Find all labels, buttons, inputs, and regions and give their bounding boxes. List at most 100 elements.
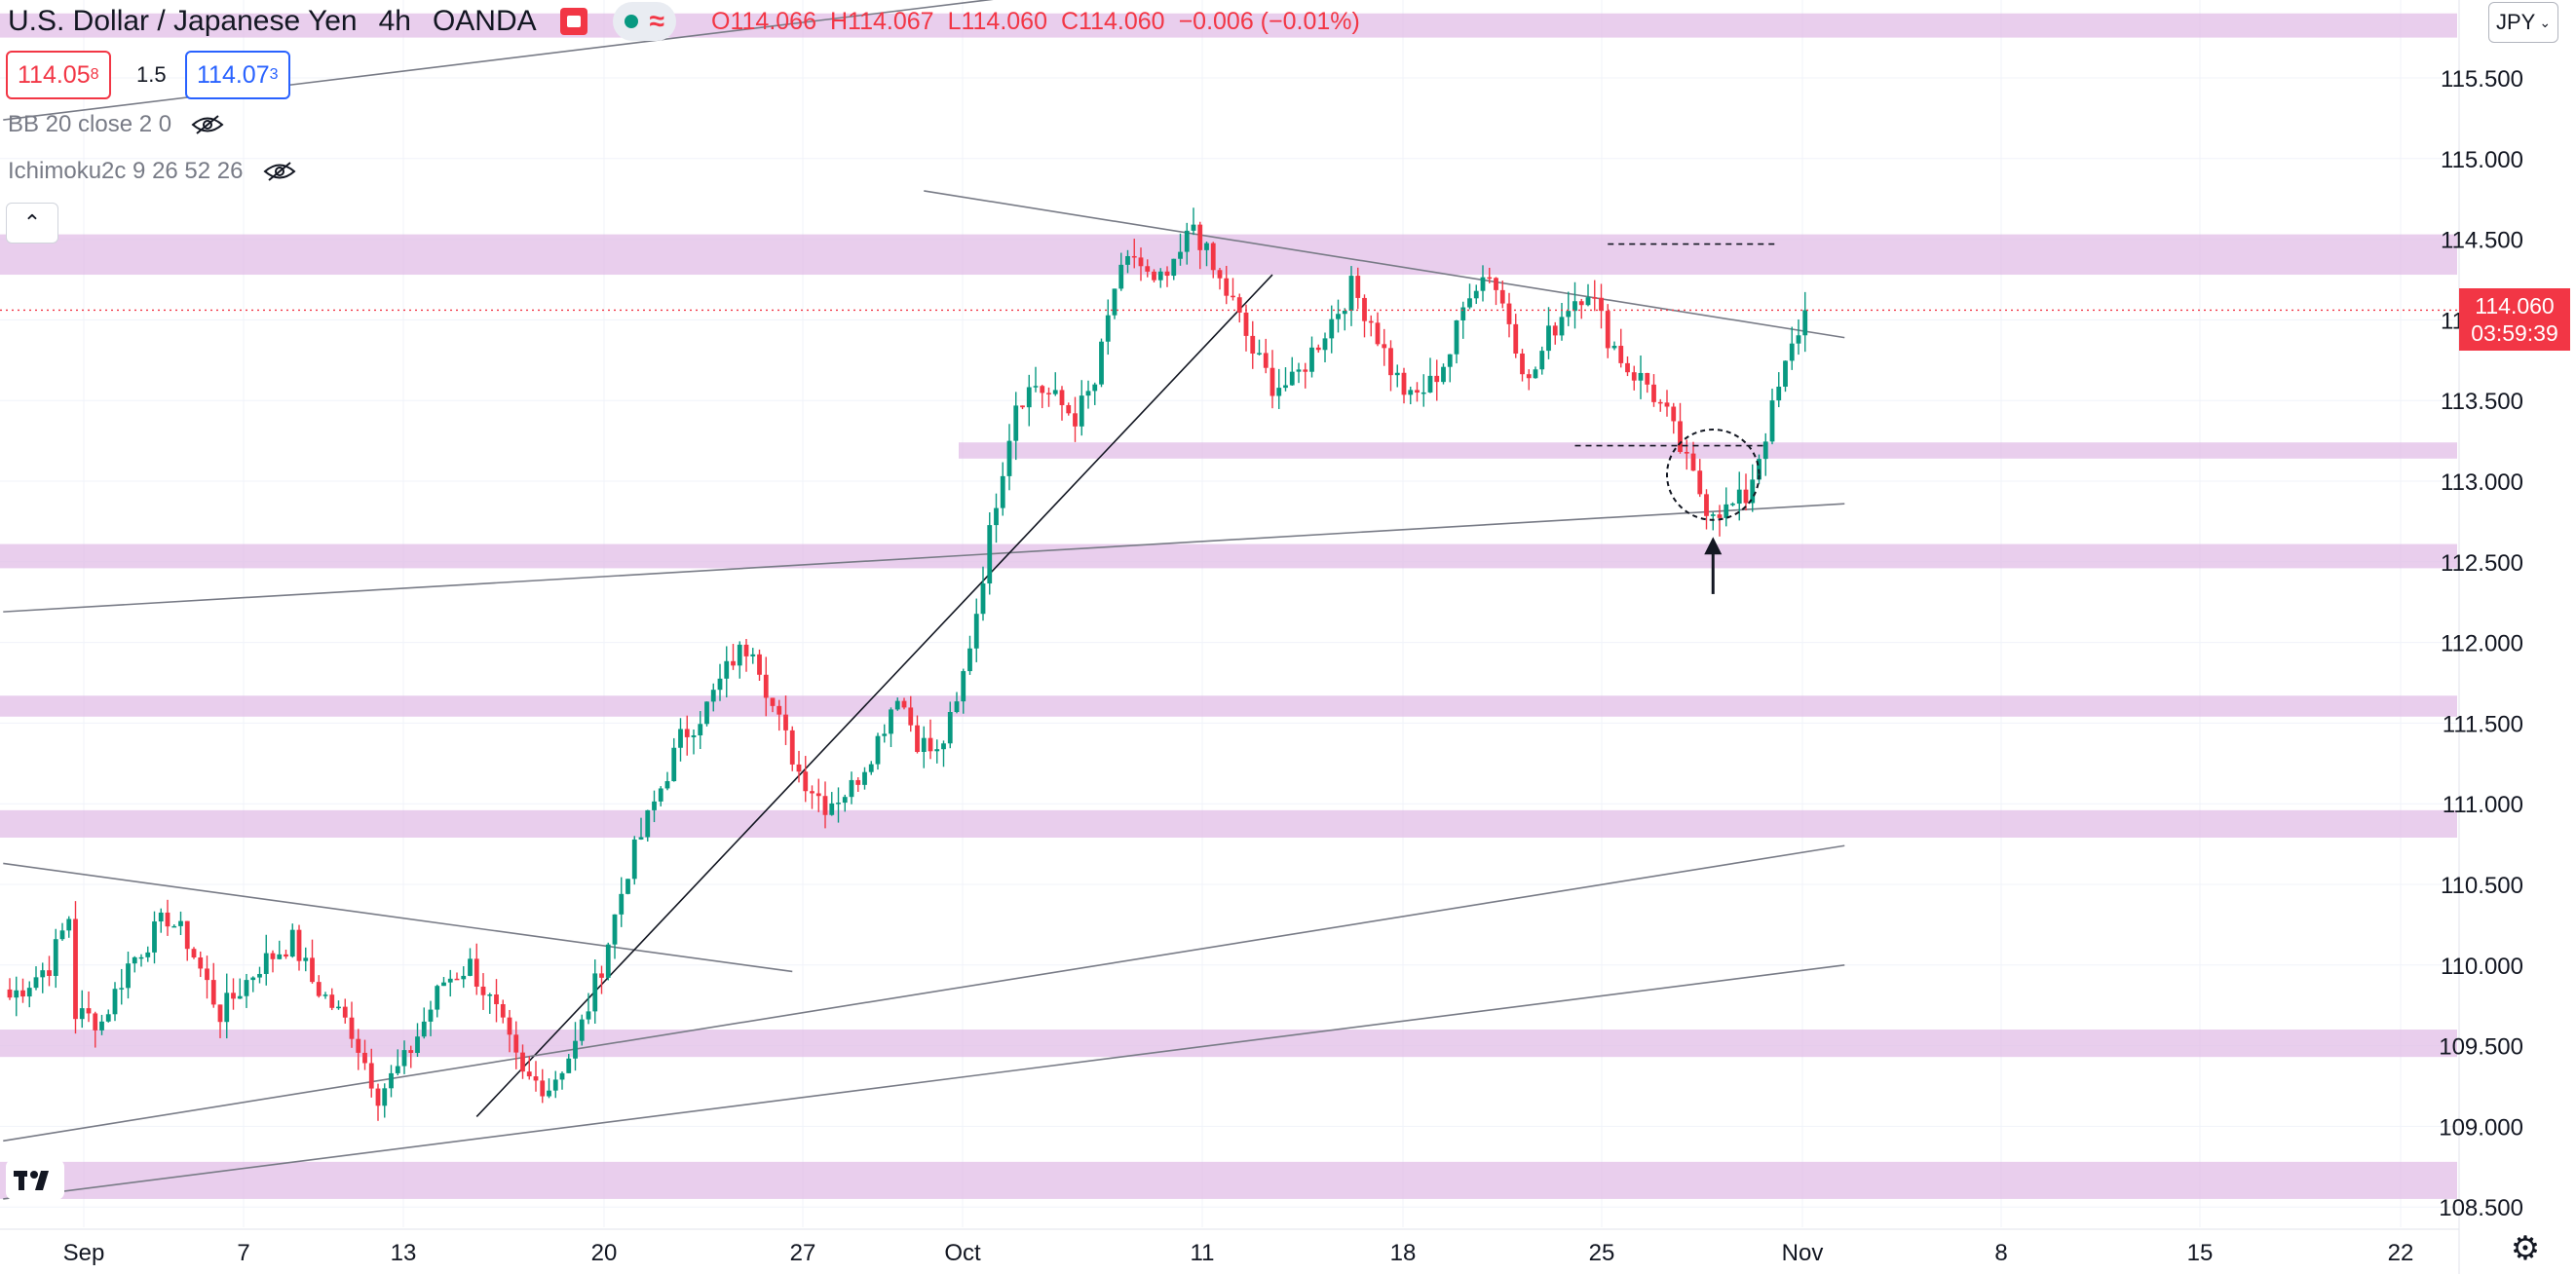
y-tick-label: 109.000 xyxy=(2439,1114,2523,1141)
candle-body xyxy=(224,993,230,1023)
candle-body xyxy=(461,975,467,980)
candle-body xyxy=(468,958,473,976)
bar-countdown: 03:59:39 xyxy=(2471,320,2558,346)
candle-body xyxy=(1375,322,1381,345)
candle-body xyxy=(1499,289,1505,304)
candle-body xyxy=(540,1080,546,1097)
market-closed-flag-icon[interactable] xyxy=(559,8,587,35)
candle-body xyxy=(1243,312,1249,336)
trendline xyxy=(924,190,1845,339)
candle-body xyxy=(1362,297,1367,321)
candle-body xyxy=(566,1058,572,1073)
candle-body xyxy=(547,1090,551,1097)
change-value: −0.006 (−0.01%) xyxy=(1178,7,1360,35)
candle-body xyxy=(1178,251,1183,259)
trendline xyxy=(3,0,994,121)
candle-body xyxy=(1020,405,1025,408)
settings-gear-icon[interactable]: ⚙ xyxy=(2510,1230,2541,1267)
candle-body xyxy=(263,953,269,974)
candle-body xyxy=(1263,353,1269,368)
candle-body xyxy=(284,954,288,957)
y-tick-label: 108.500 xyxy=(2439,1195,2523,1221)
candle-body xyxy=(1348,276,1354,311)
candle-body xyxy=(1625,362,1630,373)
open-value: O114.066 xyxy=(711,7,816,35)
x-tick-label: Sep xyxy=(63,1240,105,1266)
collapse-legend-button[interactable]: ⌃ xyxy=(6,203,58,244)
candle-body xyxy=(1427,375,1433,393)
hidden-eye-icon[interactable] xyxy=(191,114,224,135)
candle-body xyxy=(710,690,716,702)
interval-label[interactable]: 4h xyxy=(378,5,411,37)
candle-body xyxy=(1092,384,1098,392)
sr-zone xyxy=(0,695,2457,717)
candle-body xyxy=(1684,451,1689,454)
close-value: C114.060 xyxy=(1060,7,1165,35)
candle-body xyxy=(1599,297,1604,312)
candle-body xyxy=(592,973,598,1012)
candle-body xyxy=(921,737,927,752)
candle-body xyxy=(1131,255,1137,258)
candle-body xyxy=(368,1063,374,1089)
candle-body xyxy=(815,793,821,797)
y-tick-label: 112.000 xyxy=(2441,631,2523,657)
candle-body xyxy=(138,956,144,959)
candle-body xyxy=(750,654,756,656)
candle-body xyxy=(1664,402,1670,407)
candle-body xyxy=(1454,319,1459,355)
candle-body xyxy=(145,952,151,957)
buy-price-button[interactable]: 114.07 3 xyxy=(185,51,290,99)
candle-body xyxy=(1125,255,1130,265)
candle-body xyxy=(796,764,802,772)
indicator-legend-bb[interactable]: BB 20 close 2 0 xyxy=(8,111,224,138)
trendline xyxy=(3,862,793,973)
indicator-legend-ichimoku[interactable]: Ichimoku2c 9 26 52 26 xyxy=(8,158,296,185)
candle-body xyxy=(1645,372,1650,385)
candle-body xyxy=(915,725,920,752)
candle-body xyxy=(1710,514,1716,516)
candle-body xyxy=(20,990,25,997)
candle-body xyxy=(994,507,999,526)
candle-body xyxy=(533,1076,539,1081)
y-tick-label: 115.500 xyxy=(2441,66,2523,93)
x-tick-label: 8 xyxy=(1994,1240,2007,1266)
candle-body xyxy=(1276,388,1282,396)
candle-body xyxy=(507,1017,512,1035)
candle-body xyxy=(586,1011,591,1020)
candle-body xyxy=(822,796,828,815)
candle-body xyxy=(1480,277,1486,291)
candle-body xyxy=(1210,243,1216,271)
candle-body xyxy=(1796,335,1801,344)
candle-body xyxy=(1506,303,1512,324)
candle-body xyxy=(1572,301,1577,312)
candle-body xyxy=(1204,243,1209,250)
candle-body xyxy=(941,743,946,750)
candle-body xyxy=(217,1004,223,1023)
symbol-name[interactable]: U.S. Dollar / Japanese Yen xyxy=(8,5,358,37)
annotation-arrow-head xyxy=(1704,537,1723,555)
candle-body xyxy=(855,779,861,785)
candle-body xyxy=(33,977,39,989)
candle-body xyxy=(1651,384,1656,402)
tradingview-logo-icon[interactable] xyxy=(6,1159,64,1200)
candle-body xyxy=(119,988,125,990)
x-tick-label: 25 xyxy=(1589,1240,1615,1266)
candle-body xyxy=(1578,301,1584,306)
candle-body xyxy=(1040,386,1045,393)
candle-body xyxy=(954,701,960,712)
candle-body xyxy=(447,978,453,983)
candle-body xyxy=(763,674,769,698)
sell-price-button[interactable]: 114.05 8 xyxy=(6,51,111,99)
candle-body xyxy=(26,988,32,997)
candle-body xyxy=(152,921,157,953)
candle-body xyxy=(1296,369,1302,372)
status-pill[interactable]: ≈ xyxy=(612,2,677,41)
candle-body xyxy=(171,925,177,928)
currency-button[interactable]: JPY ⌄ xyxy=(2488,2,2558,43)
candle-body xyxy=(362,1052,367,1064)
hidden-eye-icon[interactable] xyxy=(262,161,296,182)
candle-body xyxy=(1033,386,1039,388)
candle-body xyxy=(1401,372,1407,395)
candle-body xyxy=(474,958,479,987)
